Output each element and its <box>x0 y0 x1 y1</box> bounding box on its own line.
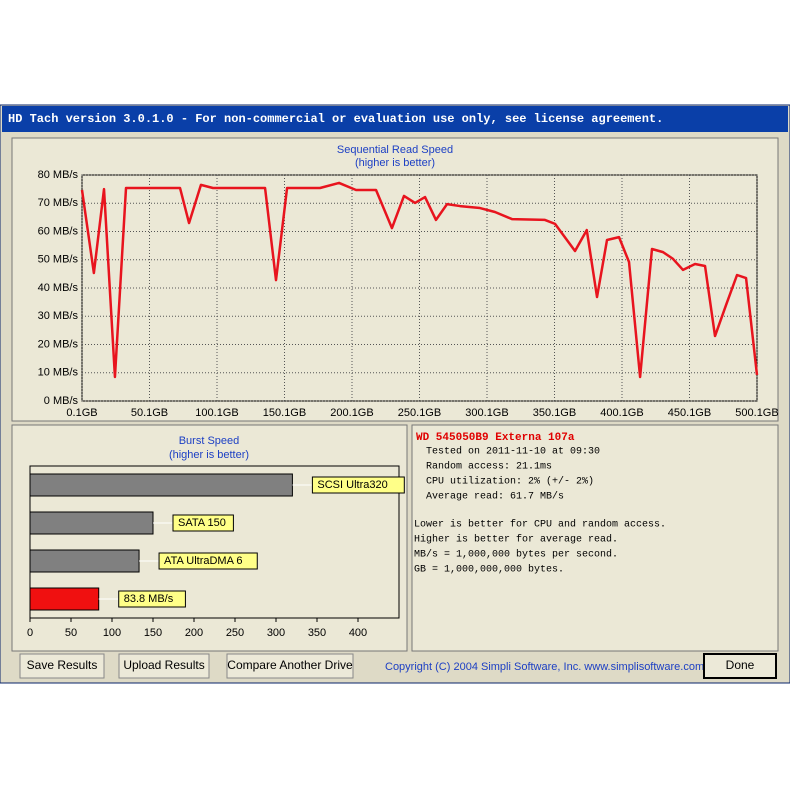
info-panel <box>411 424 779 652</box>
info-line: Average read: 61.7 MB/s <box>426 491 564 503</box>
x-tick-label: 400 <box>349 627 367 639</box>
y-tick-label: 60 MB/s <box>38 225 79 237</box>
burst-title: Burst Speed <box>179 435 240 447</box>
bar <box>29 473 293 497</box>
info-line: Random access: 21.1ms <box>426 461 552 473</box>
bar-label: SCSI Ultra320 <box>317 479 387 491</box>
burst-plot <box>29 465 400 619</box>
bar-label: ATA UltraDMA 6 <box>164 555 242 567</box>
title-bar <box>2 106 788 132</box>
speed-line <box>80 181 759 379</box>
x-tick-label: 0.1GB <box>66 407 97 419</box>
info-note: Higher is better for average read. <box>414 534 618 546</box>
y-tick-label: 50 MB/s <box>38 254 79 266</box>
label-box <box>118 590 186 608</box>
copyright: Copyright (C) 2004 Simpli Software, Inc.… <box>385 661 704 673</box>
y-tick-label: 30 MB/s <box>38 310 79 322</box>
label-box <box>172 514 234 532</box>
bar <box>29 549 140 573</box>
y-tick-label: 10 MB/s <box>38 367 79 379</box>
burst-subtitle: (higher is better) <box>169 449 249 461</box>
bar-label: SATA 150 <box>178 517 226 529</box>
x-tick-label: 50 <box>65 627 77 639</box>
info-line: CPU utilization: 2% (+/- 2%) <box>426 476 594 488</box>
y-tick-label: 40 MB/s <box>38 282 79 294</box>
x-tick-label: 200 <box>185 627 203 639</box>
bar-label: 83.8 MB/s <box>124 593 174 605</box>
x-tick-label: 300 <box>267 627 285 639</box>
info-note: Lower is better for CPU and random acces… <box>414 519 666 531</box>
info-note: GB = 1,000,000,000 bytes. <box>414 564 564 576</box>
seq-title: Sequential Read Speed <box>337 144 453 156</box>
burst-panel <box>11 424 408 652</box>
y-tick-label: 80 MB/s <box>38 169 79 181</box>
button-label[interactable]: Compare Another Drive <box>227 658 353 672</box>
label-box <box>158 552 258 570</box>
x-tick-label: 500.1GB <box>735 407 778 419</box>
button-label[interactable]: Save Results <box>27 658 98 672</box>
bar <box>29 587 100 611</box>
window-title: HD Tach version 3.0.1.0 - For non-commer… <box>8 112 663 126</box>
x-tick-label: 350 <box>308 627 326 639</box>
x-tick-label: 200.1GB <box>330 407 373 419</box>
x-tick-label: 100 <box>103 627 121 639</box>
button[interactable] <box>703 653 777 679</box>
button[interactable] <box>118 653 210 679</box>
x-tick-label: 150 <box>144 627 162 639</box>
x-tick-label: 400.1GB <box>600 407 643 419</box>
button[interactable] <box>19 653 105 679</box>
x-tick-label: 250 <box>226 627 244 639</box>
x-tick-label: 150.1GB <box>263 407 306 419</box>
x-tick-label: 250.1GB <box>398 407 441 419</box>
info-line: Tested on 2011-11-10 at 09:30 <box>426 446 600 458</box>
x-tick-label: 350.1GB <box>533 407 576 419</box>
seq-subtitle: (higher is better) <box>355 157 435 169</box>
x-tick-label: 450.1GB <box>668 407 711 419</box>
bar <box>29 511 154 535</box>
seq-panel <box>11 137 779 422</box>
x-tick-label: 50.1GB <box>131 407 168 419</box>
x-tick-label: 0 <box>27 627 33 639</box>
x-tick-label: 300.1GB <box>465 407 508 419</box>
y-tick-label: 70 MB/s <box>38 197 79 209</box>
x-tick-label: 100.1GB <box>195 407 238 419</box>
y-tick-label: 20 MB/s <box>38 338 79 350</box>
button-label[interactable]: Upload Results <box>123 658 204 672</box>
drive-name: WD 545050B9 Externa 107a <box>416 432 575 444</box>
button-label[interactable]: Done <box>726 658 755 672</box>
info-note: MB/s = 1,000,000 bytes per second. <box>414 549 618 561</box>
y-tick-label: 0 MB/s <box>44 395 79 407</box>
button[interactable] <box>226 653 354 679</box>
label-box <box>311 476 405 494</box>
